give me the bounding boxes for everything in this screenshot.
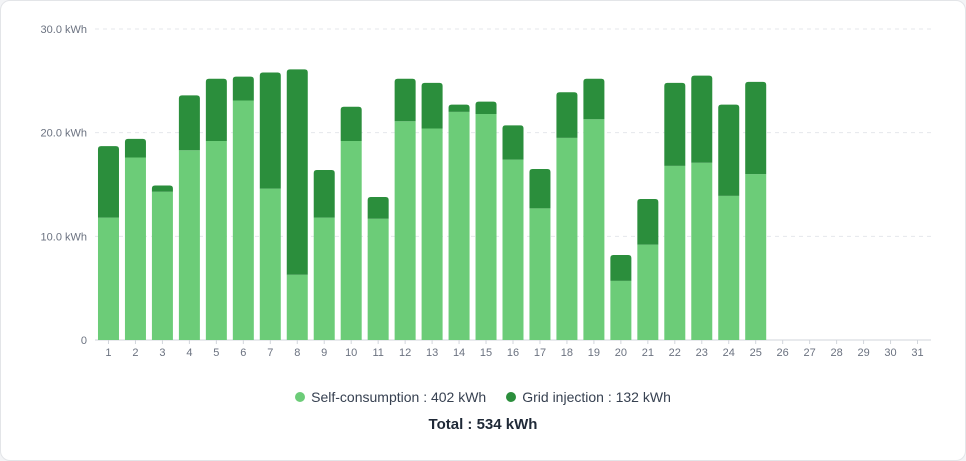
bar-grid-injection [529, 168, 551, 209]
bar-grid-injection [232, 76, 254, 101]
y-tick-label: 20.0 kWh [41, 128, 87, 140]
x-tick-label: 13 [426, 347, 438, 359]
bar-self-consumption [124, 157, 146, 340]
bar-self-consumption [97, 217, 119, 340]
x-tick-label: 26 [777, 347, 789, 359]
bar-self-consumption [718, 195, 740, 340]
bar-grid-injection [394, 78, 416, 122]
x-tick-label: 29 [857, 347, 869, 359]
x-tick-label: 5 [213, 347, 219, 359]
x-tick-label: 6 [240, 347, 246, 359]
y-tick-label: 10.0 kWh [41, 231, 87, 243]
bar-self-consumption [313, 217, 335, 340]
bar-self-consumption [529, 208, 551, 340]
bar-grid-injection [286, 69, 308, 275]
bar-self-consumption [583, 119, 605, 340]
bar-self-consumption [286, 274, 308, 340]
bar-grid-injection [124, 138, 146, 158]
x-tick-label: 30 [884, 347, 896, 359]
bar-grid-injection [475, 101, 497, 115]
self-consumption-dot-icon [295, 392, 306, 402]
bar-self-consumption [367, 218, 389, 340]
legend-grid-label: Grid injection : 132 kWh [522, 389, 671, 405]
x-tick-label: 22 [669, 347, 681, 359]
bar-grid-injection [205, 78, 227, 141]
bar-self-consumption [745, 174, 767, 340]
x-tick-label: 11 [372, 347, 383, 359]
bar-grid-injection [718, 104, 740, 196]
x-tick-label: 27 [804, 347, 816, 359]
bar-self-consumption [610, 280, 632, 340]
bar-grid-injection [97, 146, 119, 218]
x-tick-label: 24 [723, 347, 735, 359]
x-tick-label: 7 [267, 347, 273, 359]
x-tick-label: 23 [696, 347, 708, 359]
legend: Self-consumption : 402 kWh Grid injectio… [0, 389, 966, 405]
grid-injection-dot-icon [506, 392, 517, 402]
y-tick-label: 30.0 kWh [41, 24, 87, 36]
bar-grid-injection [259, 72, 281, 189]
bar-self-consumption [394, 121, 416, 340]
bar-self-consumption [205, 140, 227, 340]
bar-self-consumption [178, 150, 200, 340]
bar-grid-injection [502, 125, 524, 160]
bar-grid-injection [448, 104, 470, 112]
legend-item-grid-injection[interactable]: Grid injection : 132 kWh [506, 389, 671, 405]
x-tick-label: 25 [750, 347, 762, 359]
bar-self-consumption [232, 100, 254, 340]
bar-grid-injection [664, 82, 686, 166]
bar-self-consumption [259, 188, 281, 340]
x-tick-label: 1 [105, 347, 111, 359]
legend-item-self-consumption[interactable]: Self-consumption : 402 kWh [295, 389, 486, 405]
y-tick-label: 0 [81, 335, 87, 347]
x-tick-label: 31 [911, 347, 923, 359]
bar-grid-injection [313, 169, 335, 218]
bar-self-consumption [556, 137, 578, 340]
x-tick-label: 3 [159, 347, 165, 359]
x-tick-label: 15 [480, 347, 492, 359]
x-tick-label: 14 [453, 347, 465, 359]
bar-self-consumption [664, 165, 686, 340]
bar-grid-injection [745, 81, 767, 175]
bar-self-consumption [448, 111, 470, 340]
bar-grid-injection [610, 254, 632, 281]
x-tick-label: 20 [615, 347, 627, 359]
x-tick-label: 16 [507, 347, 519, 359]
bar-grid-injection [178, 95, 200, 151]
legend-self-label: Self-consumption : 402 kWh [311, 389, 487, 405]
x-tick-label: 9 [321, 347, 327, 359]
x-tick-label: 18 [561, 347, 573, 359]
bar-grid-injection [421, 82, 443, 129]
bar-grid-injection [637, 199, 659, 245]
bar-self-consumption [502, 159, 524, 340]
x-tick-label: 28 [830, 347, 842, 359]
x-tick-label: 4 [186, 347, 192, 359]
bar-grid-injection [583, 78, 605, 120]
x-tick-label: 19 [588, 347, 600, 359]
bar-self-consumption [340, 140, 362, 340]
bar-grid-injection [367, 196, 389, 219]
total-label: Total : 534 kWh [428, 416, 538, 433]
bar-self-consumption [637, 244, 659, 340]
bar-self-consumption [151, 191, 173, 340]
bar-grid-injection [340, 106, 362, 141]
x-tick-label: 8 [294, 347, 300, 359]
x-tick-label: 17 [534, 347, 546, 359]
bar-self-consumption [475, 114, 497, 340]
x-tick-label: 21 [642, 347, 654, 359]
x-tick-label: 2 [132, 347, 138, 359]
bar-grid-injection [556, 92, 578, 138]
x-tick-label: 12 [399, 347, 411, 359]
x-tick-label: 10 [345, 347, 357, 359]
bar-self-consumption [691, 162, 713, 340]
bar-grid-injection [151, 185, 173, 192]
bar-self-consumption [421, 128, 443, 340]
bar-grid-injection [691, 75, 713, 163]
